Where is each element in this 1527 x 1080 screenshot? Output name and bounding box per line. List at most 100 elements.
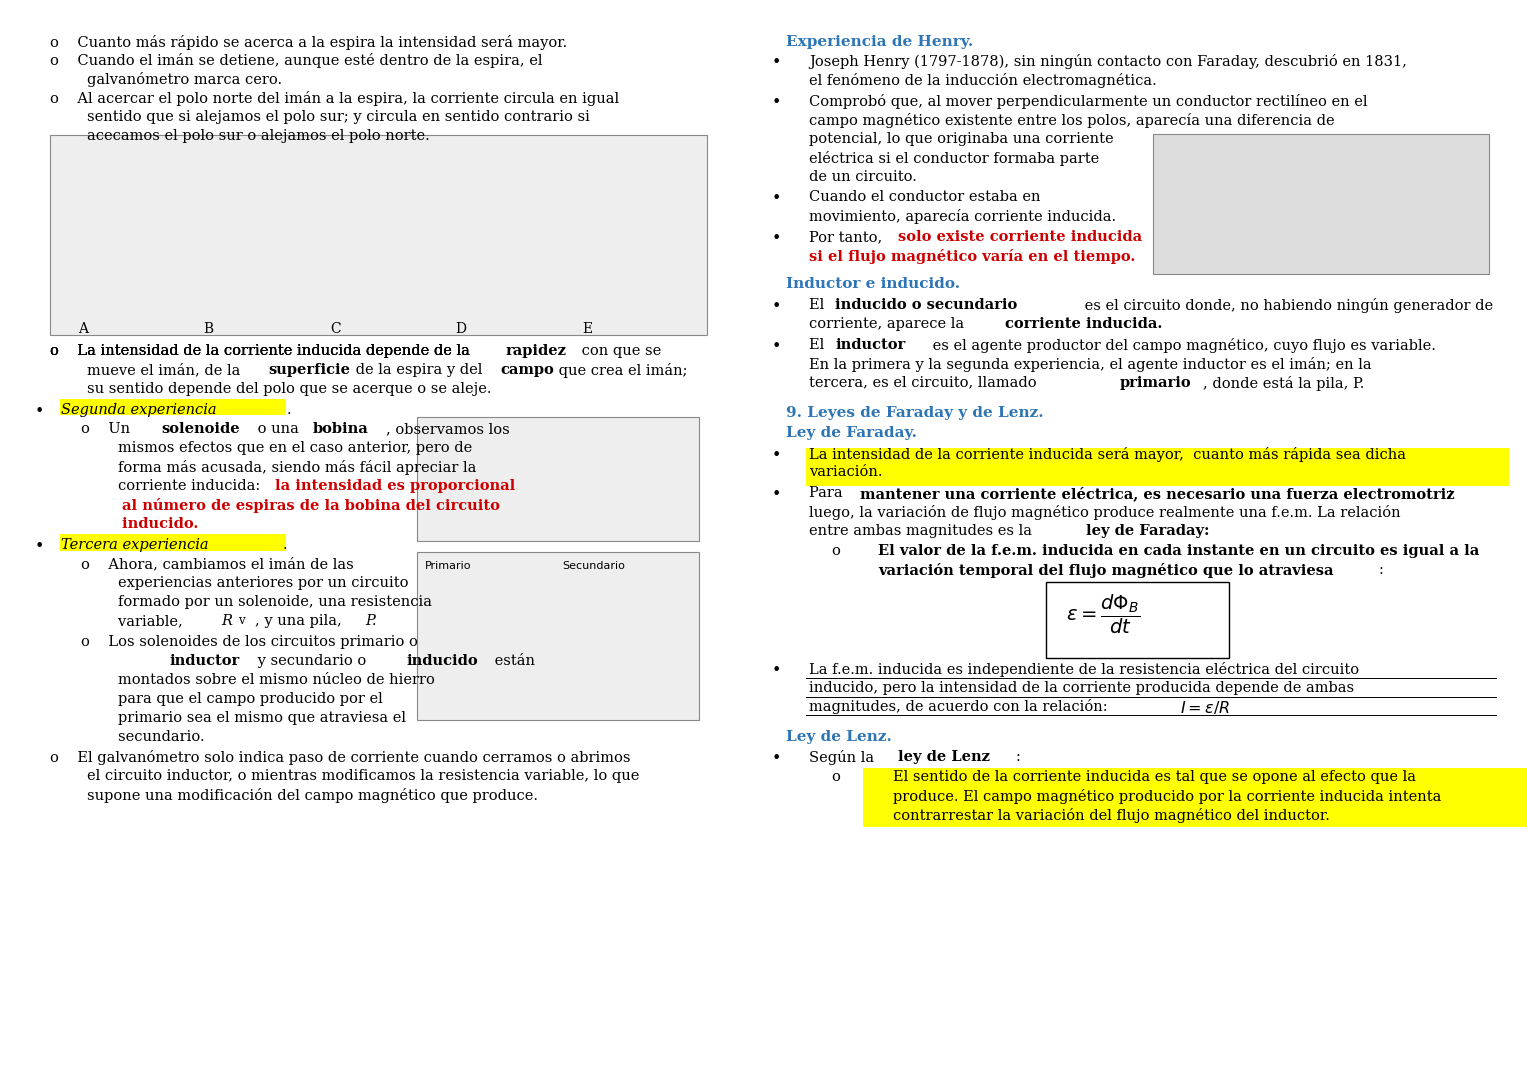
Text: experiencias anteriores por un circuito: experiencias anteriores por un circuito — [81, 577, 408, 591]
Text: mueve el imán, de la: mueve el imán, de la — [50, 363, 246, 377]
Text: inducido o secundario: inducido o secundario — [835, 298, 1017, 312]
Text: de la espira y del: de la espira y del — [351, 363, 487, 377]
Text: solo existe corriente inducida: solo existe corriente inducida — [898, 230, 1142, 244]
Text: o    Cuanto más rápido se acerca a la espira la intensidad será mayor.: o Cuanto más rápido se acerca a la espir… — [50, 35, 568, 50]
Text: al número de espiras de la bobina del circuito: al número de espiras de la bobina del ci… — [81, 498, 499, 513]
Text: Ley de Lenz.: Ley de Lenz. — [786, 730, 892, 744]
Text: superficie: superficie — [269, 363, 351, 377]
FancyBboxPatch shape — [863, 768, 1527, 827]
Text: Experiencia de Henry.: Experiencia de Henry. — [786, 35, 974, 49]
Text: El sentido de la corriente inducida es tal que se opone al efecto que la: El sentido de la corriente inducida es t… — [893, 770, 1417, 784]
Text: galvanómetro marca cero.: galvanómetro marca cero. — [50, 72, 282, 87]
Text: es el agente productor del campo magnético, cuyo flujo es variable.: es el agente productor del campo magnéti… — [928, 338, 1437, 353]
Text: supone una modificación del campo magnético que produce.: supone una modificación del campo magnét… — [50, 788, 539, 804]
Text: Cuando el conductor estaba en: Cuando el conductor estaba en — [809, 190, 1041, 204]
FancyBboxPatch shape — [1153, 134, 1489, 274]
Text: o: o — [832, 770, 860, 784]
Text: con que se: con que se — [577, 343, 661, 357]
Text: inductor: inductor — [835, 338, 906, 352]
Text: acecamos el polo sur o alejamos el polo norte.: acecamos el polo sur o alejamos el polo … — [50, 129, 431, 143]
Text: el fenómeno de la inducción electromagnética.: el fenómeno de la inducción electromagné… — [809, 73, 1157, 89]
Text: potencial, lo que originaba una corriente: potencial, lo que originaba una corrient… — [809, 132, 1113, 146]
Text: corriente inducida.: corriente inducida. — [1005, 318, 1162, 332]
Text: :: : — [1379, 563, 1383, 577]
Text: Secundario: Secundario — [562, 561, 625, 571]
Text: D: D — [455, 322, 466, 336]
Text: .: . — [282, 538, 287, 552]
Text: o una: o una — [253, 422, 304, 436]
Text: , donde está la pila, P.: , donde está la pila, P. — [1203, 376, 1365, 391]
Text: o    La intensidad de la corriente inducida depende de la: o La intensidad de la corriente inducida… — [50, 343, 475, 357]
Text: •: • — [771, 486, 780, 503]
Text: corriente inducida:: corriente inducida: — [81, 480, 264, 494]
Text: campo: campo — [501, 363, 554, 377]
Text: de un circuito.: de un circuito. — [809, 170, 918, 184]
Text: o    Ahora, cambiamos el imán de las: o Ahora, cambiamos el imán de las — [81, 557, 354, 571]
Text: o    Cuando el imán se detiene, aunque esté dentro de la espira, el: o Cuando el imán se detiene, aunque esté… — [50, 53, 544, 68]
Text: Por tanto,: Por tanto, — [809, 230, 887, 244]
Text: El: El — [809, 338, 829, 352]
Text: inducido: inducido — [406, 653, 478, 667]
Text: ;: ; — [1448, 486, 1452, 500]
Text: secundario.: secundario. — [81, 729, 205, 743]
Text: contrarrestar la variación del flujo magnético del inductor.: contrarrestar la variación del flujo mag… — [893, 808, 1330, 823]
Text: variación.: variación. — [809, 465, 883, 480]
Text: •: • — [771, 751, 780, 768]
Text: magnitudes, de acuerdo con la relación:: magnitudes, de acuerdo con la relación: — [809, 700, 1113, 715]
Text: •: • — [771, 94, 780, 111]
Text: sentido que si alejamos el polo sur; y circula en sentido contrario si: sentido que si alejamos el polo sur; y c… — [50, 110, 591, 124]
Text: :: : — [1015, 751, 1020, 765]
Text: o    El galvanómetro solo indica paso de corriente cuando cerramos o abrimos: o El galvanómetro solo indica paso de co… — [50, 751, 631, 766]
Text: $\varepsilon = \dfrac{d\Phi_B}{dt}$: $\varepsilon = \dfrac{d\Phi_B}{dt}$ — [1066, 593, 1141, 636]
FancyBboxPatch shape — [60, 535, 286, 551]
FancyBboxPatch shape — [1046, 582, 1229, 658]
Text: 9. Leyes de Faraday y de Lenz.: 9. Leyes de Faraday y de Lenz. — [786, 406, 1044, 420]
Text: para que el campo producido por el: para que el campo producido por el — [81, 691, 383, 705]
Text: produce. El campo magnético producido por la corriente inducida intenta: produce. El campo magnético producido po… — [893, 789, 1441, 805]
Text: •: • — [771, 662, 780, 678]
Text: su sentido depende del polo que se acerque o se aleje.: su sentido depende del polo que se acerq… — [50, 381, 492, 395]
Text: y secundario o: y secundario o — [253, 653, 371, 667]
Text: o    Los solenoides de los circuitos primario o: o Los solenoides de los circuitos primar… — [81, 635, 418, 649]
Text: Segunda experiencia: Segunda experiencia — [61, 403, 217, 417]
Text: C: C — [330, 322, 341, 336]
Text: forma más acusada, siendo más fácil apreciar la: forma más acusada, siendo más fácil apre… — [81, 460, 476, 475]
FancyBboxPatch shape — [60, 400, 286, 416]
Text: inducido, pero la intensidad de la corriente producida depende de ambas: inducido, pero la intensidad de la corri… — [809, 680, 1354, 694]
Text: $I = \varepsilon/R$: $I = \varepsilon/R$ — [1180, 700, 1231, 716]
Text: primario sea el mismo que atraviesa el: primario sea el mismo que atraviesa el — [81, 711, 406, 725]
Text: es el circuito donde, no habiendo ningún generador de: es el circuito donde, no habiendo ningún… — [1080, 298, 1493, 313]
Text: inducido.: inducido. — [81, 517, 199, 531]
Text: La f.e.m. inducida es independiente de la resistencia eléctrica del circuito: La f.e.m. inducida es independiente de l… — [809, 662, 1359, 677]
Text: .: . — [287, 403, 292, 417]
FancyBboxPatch shape — [417, 552, 699, 719]
Text: corriente, aparece la: corriente, aparece la — [809, 318, 970, 332]
Text: •: • — [771, 54, 780, 71]
Text: •: • — [771, 338, 780, 355]
Text: v: v — [238, 615, 244, 627]
Text: •: • — [771, 298, 780, 315]
Text: montados sobre el mismo núcleo de hierro: montados sobre el mismo núcleo de hierro — [81, 673, 435, 687]
Text: bobina: bobina — [313, 422, 370, 436]
Text: ley de Faraday:: ley de Faraday: — [1086, 524, 1209, 538]
Text: la intensidad es proporcional: la intensidad es proporcional — [275, 480, 515, 494]
Text: E: E — [582, 322, 592, 336]
FancyBboxPatch shape — [417, 417, 699, 541]
Text: Comprobó que, al mover perpendicularmente un conductor rectilíneo en el: Comprobó que, al mover perpendicularment… — [809, 94, 1368, 109]
Text: inductor: inductor — [169, 653, 240, 667]
Text: el circuito inductor, o mientras modificamos la resistencia variable, lo que: el circuito inductor, o mientras modific… — [50, 769, 640, 783]
Text: La intensidad de la corriente inducida será mayor,  cuanto más rápida sea dicha: La intensidad de la corriente inducida s… — [809, 446, 1406, 461]
Text: •: • — [771, 230, 780, 247]
Text: R: R — [221, 615, 232, 629]
Text: primario: primario — [1119, 376, 1191, 390]
Text: mismos efectos que en el caso anterior, pero de: mismos efectos que en el caso anterior, … — [81, 442, 472, 456]
Text: o    La intensidad de la corriente inducida depende de la: o La intensidad de la corriente inducida… — [50, 343, 475, 357]
Text: eléctrica si el conductor formaba parte: eléctrica si el conductor formaba parte — [809, 151, 1099, 166]
Text: luego, la variación de flujo magnético produce realmente una f.e.m. La relación: luego, la variación de flujo magnético p… — [809, 505, 1400, 521]
Text: están: están — [490, 653, 534, 667]
Text: formado por un solenoide, una resistencia: formado por un solenoide, una resistenci… — [81, 595, 432, 609]
Text: movimiento, aparecía corriente inducida.: movimiento, aparecía corriente inducida. — [809, 210, 1116, 225]
Text: o    Un: o Un — [81, 422, 134, 436]
Text: Inductor e inducido.: Inductor e inducido. — [786, 278, 960, 292]
Text: si el flujo magnético varía en el tiempo.: si el flujo magnético varía en el tiempo… — [809, 249, 1136, 265]
